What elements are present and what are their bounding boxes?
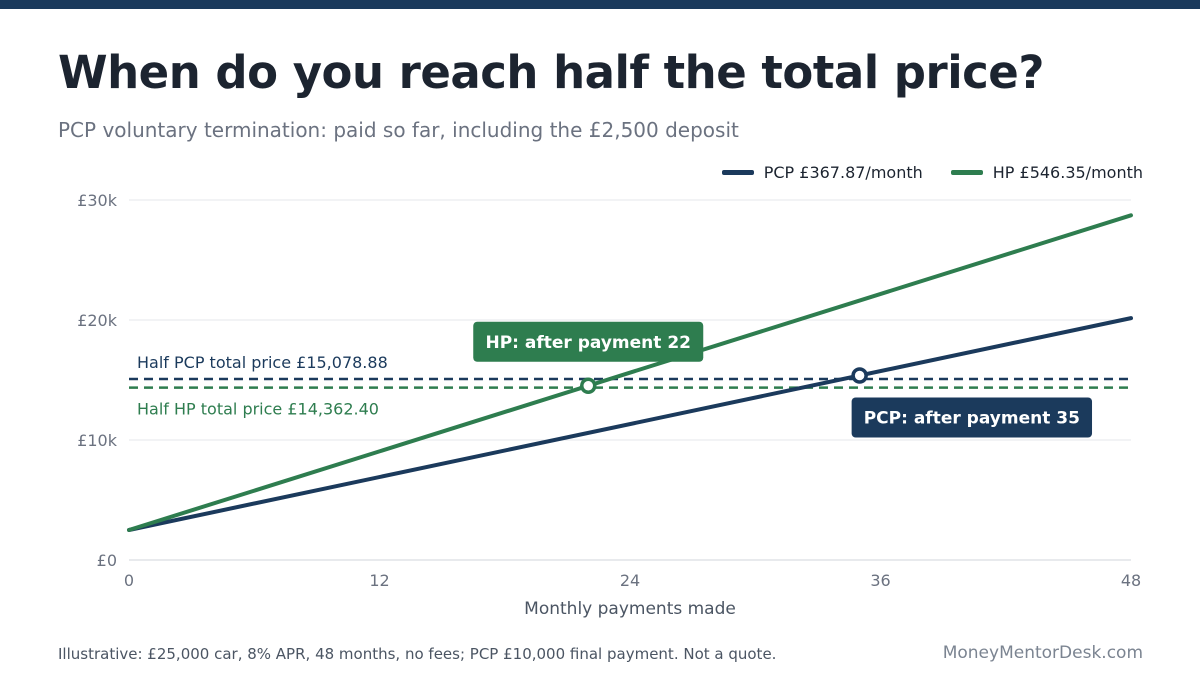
x-tick-label: 36 bbox=[870, 571, 890, 590]
callout-box-hp bbox=[473, 321, 704, 362]
legend-swatch-hp bbox=[950, 169, 983, 175]
legend-label-hp: HP £546.35/month bbox=[992, 162, 1143, 182]
series-lines bbox=[127, 213, 1133, 532]
reference-label-hp: Half HP total price £14,362.40 bbox=[137, 400, 379, 419]
series-line-hp bbox=[127, 213, 1133, 532]
callout-label-hp: HP: after payment 22 bbox=[486, 333, 691, 353]
x-tick-label: 48 bbox=[1121, 571, 1141, 590]
chart-title: When do you reach half the total price? bbox=[58, 46, 1044, 99]
y-tick-label: £30k bbox=[77, 191, 118, 210]
legend-swatch-pcp bbox=[721, 169, 754, 175]
legend: PCP £367.87/month HP £546.35/month bbox=[721, 160, 1143, 184]
marker-hp bbox=[580, 377, 597, 395]
brand-name: MoneyMentorDesk.com bbox=[942, 643, 1143, 663]
reference-lines: Half PCP total price £15,078.88 Half HP t… bbox=[129, 353, 1131, 419]
callout-label-pcp: PCP: after payment 35 bbox=[864, 408, 1080, 428]
callout-box-pcp bbox=[851, 397, 1093, 438]
y-tick-label: £0 bbox=[97, 551, 117, 570]
grid-lines bbox=[129, 199, 1131, 561]
annotations: HP: after payment 22 PCP: after payment 3… bbox=[473, 321, 1093, 438]
footnote: Illustrative: £25,000 car, 8% APR, 48 mo… bbox=[58, 645, 777, 663]
y-tick-label: £10k bbox=[77, 431, 118, 450]
legend-item-pcp: PCP £367.87/month bbox=[721, 162, 923, 182]
x-tick-label: 12 bbox=[369, 571, 389, 590]
axes: £0 £10k £20k £30k 0 12 24 36 48 Monthly payments … bbox=[77, 191, 1141, 619]
series-line-pcp bbox=[127, 316, 1133, 532]
legend-item-hp: HP £546.35/month bbox=[950, 162, 1143, 182]
chart-subtitle: PCP voluntary termination: paid so far, … bbox=[58, 118, 739, 142]
reference-label-pcp: Half PCP total price £15,078.88 bbox=[137, 353, 388, 372]
x-tick-label: 24 bbox=[620, 571, 640, 590]
x-axis-title: Monthly payments made bbox=[524, 599, 736, 619]
x-tick-label: 0 bbox=[124, 571, 134, 590]
top-accent-bar bbox=[0, 0, 1200, 9]
y-tick-label: £20k bbox=[77, 311, 118, 330]
legend-label-pcp: PCP £367.87/month bbox=[763, 162, 923, 182]
markers bbox=[580, 367, 868, 395]
marker-pcp bbox=[851, 367, 868, 384]
